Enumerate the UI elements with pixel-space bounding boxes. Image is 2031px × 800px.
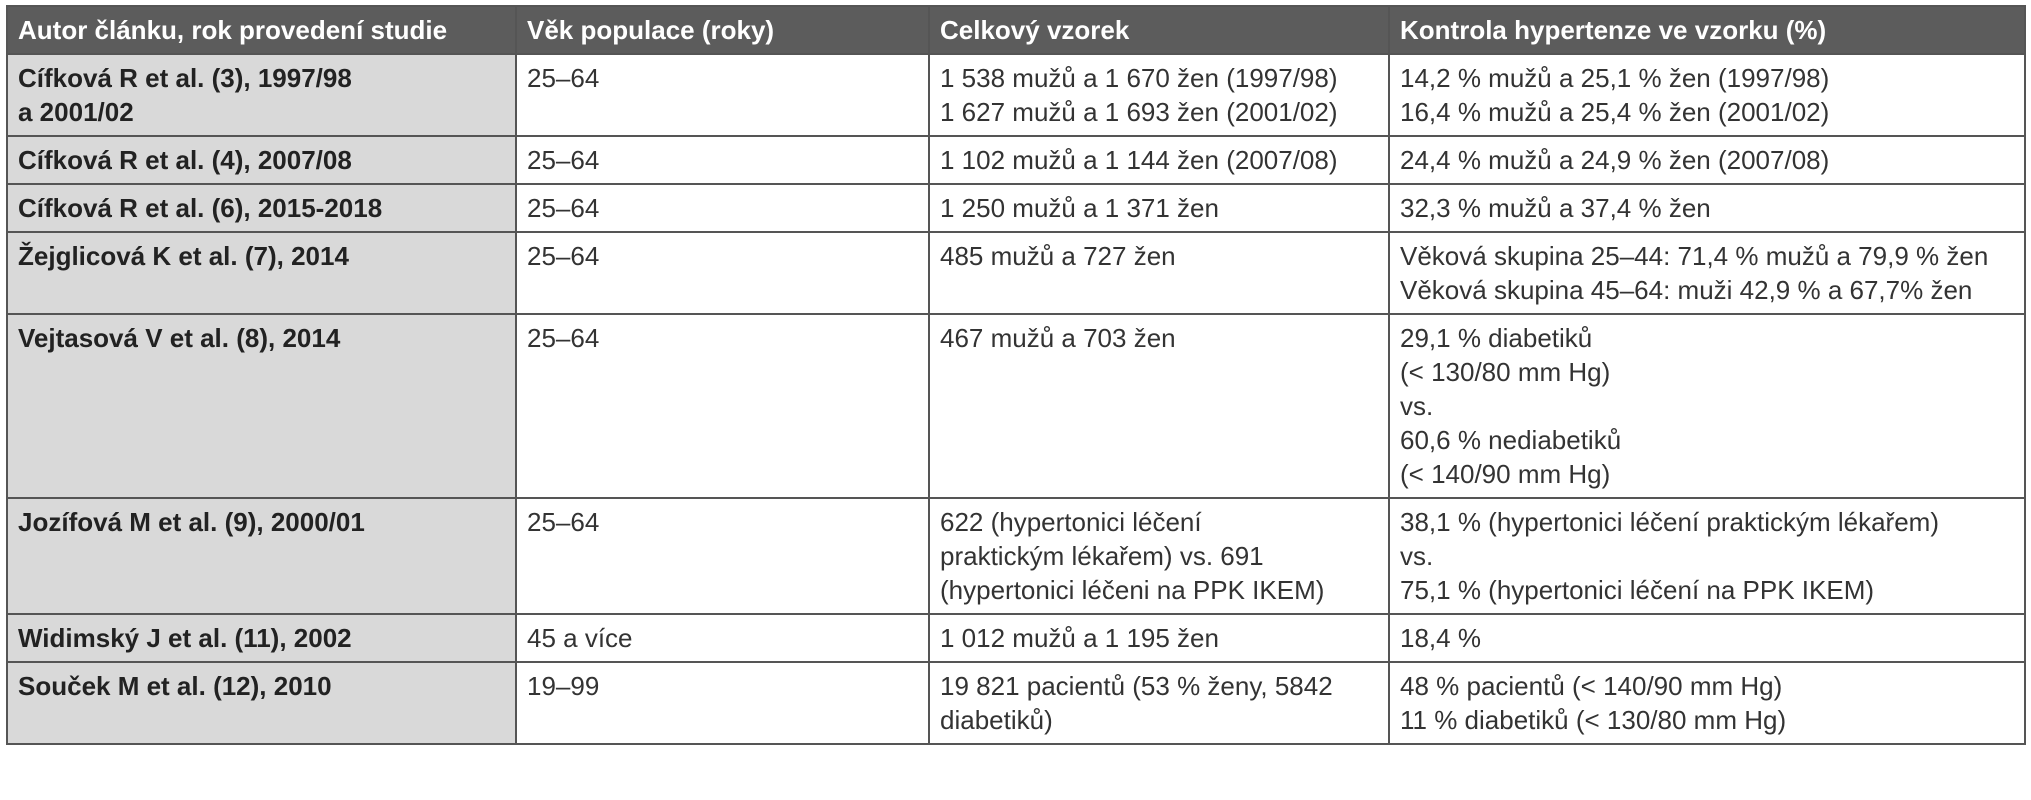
study-cell: Cífková R et al. (3), 1997/98 a 2001/02	[6, 53, 517, 137]
cell-line: Cífková R et al. (3), 1997/98	[18, 63, 352, 93]
cell-line: Žejglicová K et al. (7), 2014	[18, 241, 349, 271]
table-cell: 45 a více	[515, 613, 930, 663]
table-cell: 467 mužů a 703 žen	[928, 313, 1390, 499]
table-cell: Věková skupina 25–44: 71,4 % mužů a 79,9…	[1388, 231, 2026, 315]
cell-line: 1 012 mužů a 1 195 žen	[940, 623, 1219, 653]
header-cell: Autor článku, rok provedení studie	[6, 5, 517, 55]
table-row: Cífková R et al. (3), 1997/98 a 2001/02 25…	[6, 53, 2026, 137]
table-cell: 18,4 %	[1388, 613, 2026, 663]
table-cell: 48 % pacientů (< 140/90 mm Hg) 11 % diabe…	[1388, 661, 2026, 745]
cell-line: Věková skupina 45–64: muži 42,9 % a 67,7…	[1400, 275, 1973, 305]
cell-line: a 2001/02	[18, 97, 134, 127]
cell-line: 25–64	[527, 63, 600, 93]
table-cell: 622 (hypertonici léčení praktickým lékaře…	[928, 497, 1390, 615]
cell-line: 29,1 % diabetiků	[1400, 323, 1593, 353]
cell-line: 467 mužů a 703 žen	[940, 323, 1176, 353]
cell-line: 24,4 % mužů a 24,9 % žen (2007/08)	[1400, 145, 1830, 175]
cell-line: 32,3 % mužů a 37,4 % žen	[1400, 193, 1711, 223]
cell-line: 1 538 mužů a 1 670 žen (1997/98)	[940, 63, 1338, 93]
cell-line: Vejtasová V et al. (8), 2014	[18, 323, 341, 353]
cell-line: 25–64	[527, 145, 600, 175]
table-row: Žejglicová K et al. (7), 2014 25–64 485 mu…	[6, 231, 2026, 315]
cell-line: 16,4 % mužů a 25,4 % žen (2001/02)	[1400, 97, 1830, 127]
cell-line: 25–64	[527, 507, 600, 537]
table-cell: 1 102 mužů a 1 144 žen (2007/08)	[928, 135, 1390, 185]
table-cell: 38,1 % (hypertonici léčení praktickým lé…	[1388, 497, 2026, 615]
table-row: Souček M et al. (12), 2010 19–99 19 821 pa…	[6, 661, 2026, 745]
cell-line: 45 a více	[527, 623, 633, 653]
cell-line: Widimský J et al. (11), 2002	[18, 623, 352, 653]
header-row: Autor článku, rok provedení studie Věk po…	[6, 5, 2026, 55]
cell-line: 25–64	[527, 193, 600, 223]
table-cell: 29,1 % diabetiků (< 130/80 mm Hg) vs. 60,6 …	[1388, 313, 2026, 499]
study-cell: Souček M et al. (12), 2010	[6, 661, 517, 745]
table-cell: 25–64	[515, 135, 930, 185]
table-row: Cífková R et al. (4), 2007/08 25–64 1 102 …	[6, 135, 2026, 185]
cell-line: 622 (hypertonici léčení	[940, 507, 1202, 537]
header-cell: Celkový vzorek	[928, 5, 1390, 55]
cell-line: 1 627 mužů a 1 693 žen (2001/02)	[940, 97, 1338, 127]
cell-line: 1 102 mužů a 1 144 žen (2007/08)	[940, 145, 1338, 175]
cell-line: (< 130/80 mm Hg)	[1400, 357, 1611, 387]
cell-line: 25–64	[527, 241, 600, 271]
cell-line: 11 % diabetiků (< 130/80 mm Hg)	[1400, 705, 1787, 735]
table-cell: 1 538 mužů a 1 670 žen (1997/98) 1 627 mu…	[928, 53, 1390, 137]
study-cell: Cífková R et al. (4), 2007/08	[6, 135, 517, 185]
cell-line: 38,1 % (hypertonici léčení praktickým lé…	[1400, 507, 1939, 537]
study-cell: Vejtasová V et al. (8), 2014	[6, 313, 517, 499]
cell-line: (< 140/90 mm Hg)	[1400, 459, 1611, 489]
cell-line: 18,4 %	[1400, 623, 1481, 653]
cell-line: 25–64	[527, 323, 600, 353]
data-table: Autor článku, rok provedení studie Věk po…	[6, 5, 2026, 745]
cell-line: 19 821 pacientů (53 % ženy, 5842	[940, 671, 1333, 701]
cell-line: Věková skupina 25–44: 71,4 % mužů a 79,9…	[1400, 241, 1989, 271]
cell-line: Cífková R et al. (6), 2015-2018	[18, 193, 383, 223]
table-cell: 25–64	[515, 497, 930, 615]
study-cell: Žejglicová K et al. (7), 2014	[6, 231, 517, 315]
cell-line: Souček M et al. (12), 2010	[18, 671, 332, 701]
cell-line: vs.	[1400, 541, 1434, 571]
table-cell: 19 821 pacientů (53 % ženy, 5842 diabetik…	[928, 661, 1390, 745]
cell-line: 14,2 % mužů a 25,1 % žen (1997/98)	[1400, 63, 1830, 93]
header-cell: Věk populace (roky)	[515, 5, 930, 55]
cell-line: (hypertonici léčeni na PPK IKEM)	[940, 575, 1325, 605]
table-row: Cífková R et al. (6), 2015-2018 25–64 1 25…	[6, 183, 2026, 233]
header-cell: Kontrola hypertenze ve vzorku (%)	[1388, 5, 2026, 55]
cell-line: 60,6 % nediabetiků	[1400, 425, 1622, 455]
study-cell: Widimský J et al. (11), 2002	[6, 613, 517, 663]
table-cell: 1 250 mužů a 1 371 žen	[928, 183, 1390, 233]
table-cell: 25–64	[515, 231, 930, 315]
table-cell: 1 012 mužů a 1 195 žen	[928, 613, 1390, 663]
cell-line: Cífková R et al. (4), 2007/08	[18, 145, 352, 175]
table-cell: 24,4 % mužů a 24,9 % žen (2007/08)	[1388, 135, 2026, 185]
table-row: Widimský J et al. (11), 2002 45 a více 1 0…	[6, 613, 2026, 663]
cell-line: vs.	[1400, 391, 1434, 421]
cell-line: diabetiků)	[940, 705, 1053, 735]
table-cell: 485 mužů a 727 žen	[928, 231, 1390, 315]
table-cell: 25–64	[515, 53, 930, 137]
study-cell: Jozífová M et al. (9), 2000/01	[6, 497, 517, 615]
cell-line: 75,1 % (hypertonici léčení na PPK IKEM)	[1400, 575, 1875, 605]
cell-line: 1 250 mužů a 1 371 žen	[940, 193, 1219, 223]
study-cell: Cífková R et al. (6), 2015-2018	[6, 183, 517, 233]
cell-line: 485 mužů a 727 žen	[940, 241, 1176, 271]
table-cell: 14,2 % mužů a 25,1 % žen (1997/98) 16,4 %…	[1388, 53, 2026, 137]
cell-line: 48 % pacientů (< 140/90 mm Hg)	[1400, 671, 1783, 701]
table-cell: 25–64	[515, 183, 930, 233]
cell-line: 19–99	[527, 671, 600, 701]
table-cell: 25–64	[515, 313, 930, 499]
cell-line: Jozífová M et al. (9), 2000/01	[18, 507, 365, 537]
table-cell: 32,3 % mužů a 37,4 % žen	[1388, 183, 2026, 233]
table-row: Vejtasová V et al. (8), 2014 25–64 467 muž…	[6, 313, 2026, 499]
table-row: Jozífová M et al. (9), 2000/01 25–64 622 (…	[6, 497, 2026, 615]
cell-line: praktickým lékařem) vs. 691	[940, 541, 1264, 571]
table-cell: 19–99	[515, 661, 930, 745]
